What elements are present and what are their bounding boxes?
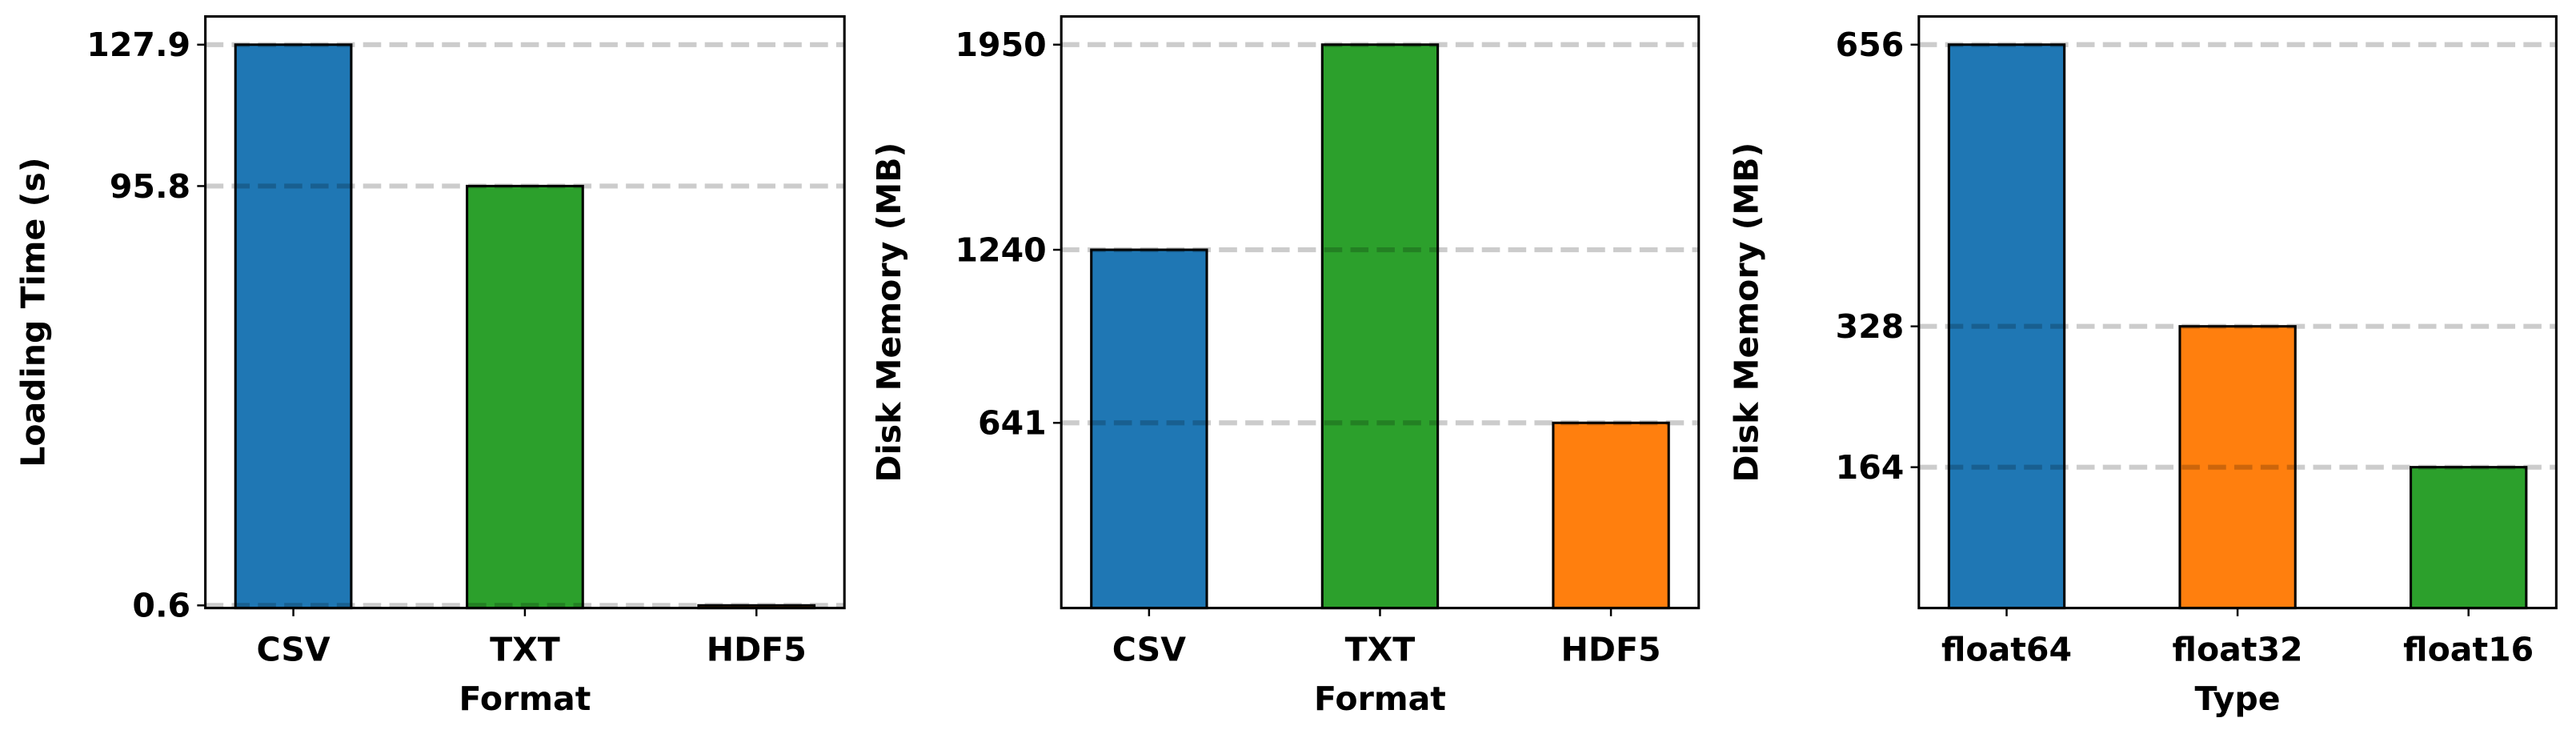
x-tick-label: CSV [256, 630, 330, 668]
y-axis-label: Loading Time (s) [14, 157, 52, 467]
y-tick-label: 328 [1836, 307, 1905, 346]
y-tick-label: 641 [978, 404, 1047, 443]
x-tick-label: TXT [490, 630, 560, 668]
bar [1320, 43, 1440, 610]
y-axis-label: Disk Memory (MB) [870, 142, 908, 483]
y-tick-label: 656 [1836, 26, 1905, 64]
x-tick-label: float32 [2173, 630, 2303, 668]
bar [2178, 325, 2297, 610]
x-axis-label: Type [2195, 680, 2281, 718]
bar [1090, 248, 1208, 610]
bar [1947, 43, 2066, 610]
x-tick-label: TXT [1345, 630, 1416, 668]
bar [466, 184, 584, 610]
y-tick-label: 95.8 [110, 167, 190, 206]
x-axis-label: Format [1314, 680, 1446, 718]
y-tick-label: 127.9 [86, 26, 190, 64]
x-tick-label: float64 [1941, 630, 2072, 668]
axes-frame [1917, 15, 2558, 610]
y-tick-label: 1240 [955, 231, 1046, 269]
x-tick-label: CSV [1112, 630, 1186, 668]
bar [234, 43, 353, 610]
y-tick-label: 164 [1836, 448, 1905, 487]
bar [1552, 421, 1670, 610]
y-tick-label: 0.6 [132, 587, 190, 625]
axes-frame [204, 15, 846, 610]
axes-frame [1060, 15, 1701, 610]
x-tick-label: HDF5 [707, 630, 807, 668]
y-axis-label: Disk Memory (MB) [1728, 142, 1766, 483]
x-tick-label: HDF5 [1561, 630, 1661, 668]
y-tick-label: 1950 [955, 26, 1046, 64]
bar [2410, 466, 2528, 610]
x-tick-label: float16 [2403, 630, 2534, 668]
x-axis-label: Format [459, 680, 591, 718]
